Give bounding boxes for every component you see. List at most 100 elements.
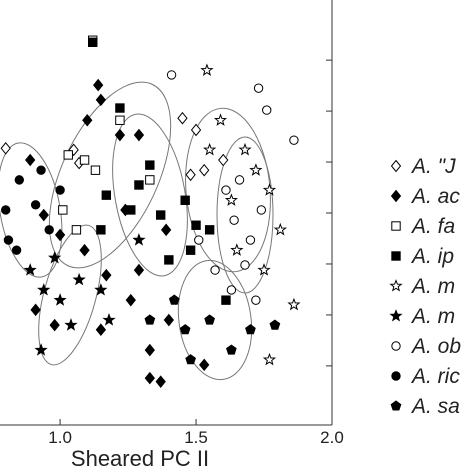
legend-marker <box>390 159 402 173</box>
point <box>34 343 48 356</box>
point <box>185 354 196 365</box>
point <box>25 153 36 167</box>
point <box>164 255 174 265</box>
point <box>262 105 272 115</box>
point <box>96 225 106 235</box>
point <box>249 163 263 176</box>
point <box>101 190 112 200</box>
point <box>133 263 145 277</box>
point <box>245 235 256 245</box>
point <box>132 233 146 246</box>
legend-label: A. ip <box>410 245 454 268</box>
point <box>115 103 125 113</box>
point <box>269 319 281 330</box>
point <box>155 375 166 388</box>
point <box>23 263 37 276</box>
point <box>238 142 252 156</box>
legend-marker <box>391 221 401 231</box>
point <box>262 352 277 366</box>
point <box>134 180 144 190</box>
point <box>71 225 82 235</box>
point <box>226 344 237 355</box>
point <box>166 70 177 80</box>
point <box>79 243 90 257</box>
ellipse <box>177 259 253 381</box>
x-tick-label: 1.5 <box>184 428 208 447</box>
point <box>221 185 231 195</box>
point <box>3 235 14 245</box>
point <box>38 208 49 222</box>
point <box>55 185 65 195</box>
legend-label: A. "J <box>410 155 456 178</box>
point <box>273 222 288 236</box>
legend-label: A. ac <box>410 185 460 208</box>
point <box>30 200 41 210</box>
point <box>0 142 11 155</box>
legend-label: A. ob <box>410 335 461 358</box>
ellipse <box>112 113 188 277</box>
ellipses <box>0 81 274 381</box>
legend-label: A. fa <box>410 215 455 238</box>
point <box>144 314 156 325</box>
point <box>102 313 116 326</box>
point <box>245 324 256 335</box>
point <box>230 243 244 256</box>
point <box>54 228 66 242</box>
point <box>95 93 107 107</box>
point <box>145 160 155 170</box>
legend-marker <box>391 251 401 261</box>
point <box>199 358 210 372</box>
point <box>95 323 107 336</box>
point <box>63 150 73 160</box>
point <box>257 263 271 276</box>
point <box>168 294 180 305</box>
point <box>125 293 136 307</box>
point <box>194 235 204 245</box>
point <box>204 314 215 325</box>
point <box>145 175 155 185</box>
point <box>218 153 229 167</box>
point <box>180 195 190 205</box>
point <box>44 225 54 235</box>
point <box>48 250 62 264</box>
legend-label: A. m <box>410 305 455 328</box>
point <box>177 111 188 125</box>
point <box>64 318 78 331</box>
point <box>88 37 98 47</box>
point <box>190 123 202 137</box>
point <box>210 265 220 275</box>
legend-marker <box>389 279 403 292</box>
point <box>115 115 125 125</box>
legend-marker <box>390 400 402 411</box>
point <box>36 165 46 175</box>
point <box>221 295 231 305</box>
point <box>90 165 101 175</box>
x-axis-title: Sheared PC II <box>71 446 209 471</box>
point <box>144 343 155 357</box>
point <box>185 245 196 255</box>
point <box>93 78 104 92</box>
point <box>224 193 238 206</box>
ellipse <box>0 142 63 278</box>
point <box>185 168 196 182</box>
point <box>155 210 166 220</box>
point <box>58 205 68 215</box>
point <box>101 268 112 282</box>
point <box>133 128 145 142</box>
point <box>1 205 11 215</box>
legend-marker <box>391 341 401 351</box>
point <box>72 272 86 286</box>
point <box>287 297 301 311</box>
point <box>199 163 210 177</box>
point <box>204 225 215 235</box>
point <box>53 293 67 306</box>
point <box>203 142 217 156</box>
ellipse <box>48 81 172 269</box>
legend-marker <box>389 309 403 322</box>
point <box>14 175 25 185</box>
legend-marker <box>391 371 401 381</box>
point <box>256 205 267 215</box>
legend-label: A. ric <box>410 365 460 388</box>
point <box>234 175 245 185</box>
